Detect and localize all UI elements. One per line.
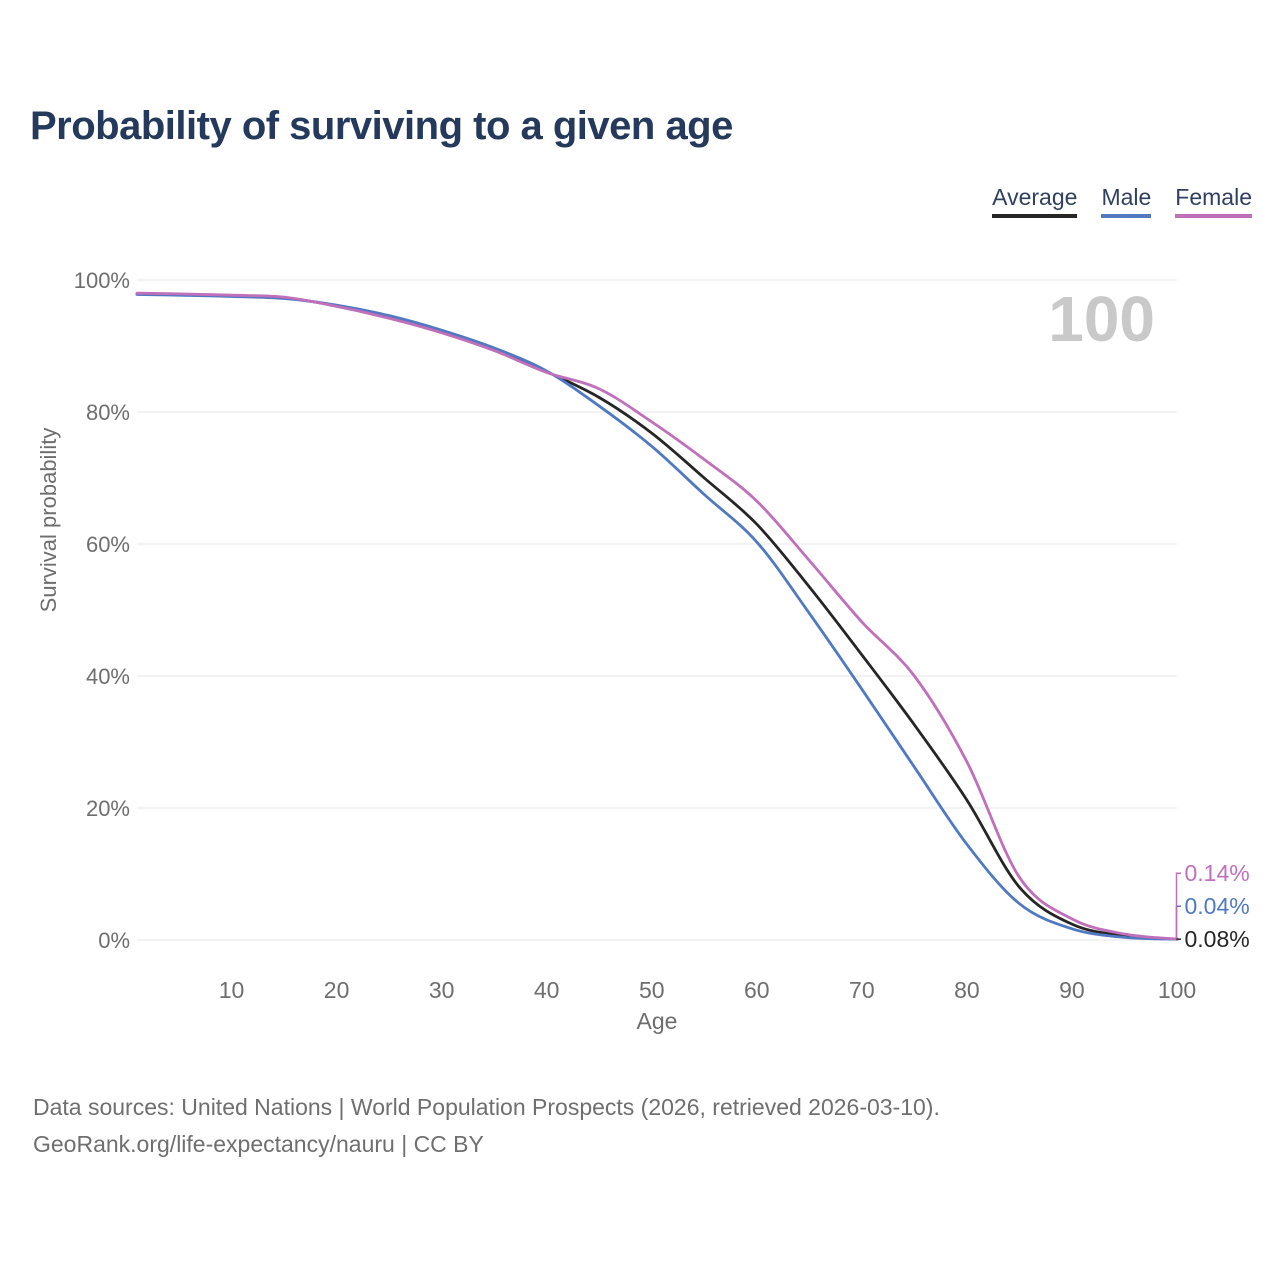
x-tick-label: 90 — [1059, 977, 1085, 1003]
data-source-note: Data sources: United Nations | World Pop… — [33, 1089, 940, 1163]
legend-item-female[interactable]: Female — [1175, 184, 1252, 219]
y-tick-label: 20% — [86, 796, 130, 821]
y-tick-label: 0% — [98, 928, 130, 953]
legend-item-male[interactable]: Male — [1101, 184, 1152, 219]
end-value-label-average: 0.08% — [1185, 926, 1250, 952]
legend-item-label: Male — [1101, 184, 1152, 210]
series-line-female — [135, 291, 1179, 941]
x-tick-label: 70 — [849, 977, 875, 1003]
end-value-label-female: 0.14% — [1185, 860, 1250, 886]
end-label-leader-female — [1175, 872, 1181, 939]
watermark-age-label: 100 — [1048, 283, 1155, 355]
y-tick-label: 40% — [86, 664, 130, 689]
attribution-line: GeoRank.org/life-expectancy/nauru | CC B… — [33, 1131, 484, 1157]
x-tick-label: 100 — [1158, 977, 1196, 1003]
legend-item-label: Average — [992, 184, 1078, 210]
end-value-label-male: 0.04% — [1185, 893, 1250, 919]
x-tick-label: 20 — [324, 977, 350, 1003]
legend-item-label: Female — [1175, 184, 1252, 210]
x-axis-title: Age — [637, 1008, 678, 1034]
y-tick-label: 100% — [74, 268, 130, 293]
y-tick-label: 80% — [86, 400, 130, 425]
plot-area[interactable] — [137, 280, 1177, 940]
x-tick-label: 30 — [429, 977, 455, 1003]
chart-title: Probability of surviving to a given age — [30, 104, 733, 148]
y-tick-label: 60% — [86, 532, 130, 557]
data-sources-line: Data sources: United Nations | World Pop… — [33, 1094, 940, 1120]
x-tick-label: 50 — [639, 977, 665, 1003]
legend-item-average[interactable]: Average — [992, 184, 1078, 219]
x-tick-label: 40 — [534, 977, 560, 1003]
y-axis-title: Survival probability — [36, 428, 61, 613]
x-tick-label: 10 — [219, 977, 245, 1003]
x-tick-label: 80 — [954, 977, 980, 1003]
legend: Average Male Female — [992, 184, 1252, 219]
x-tick-label: 60 — [744, 977, 770, 1003]
